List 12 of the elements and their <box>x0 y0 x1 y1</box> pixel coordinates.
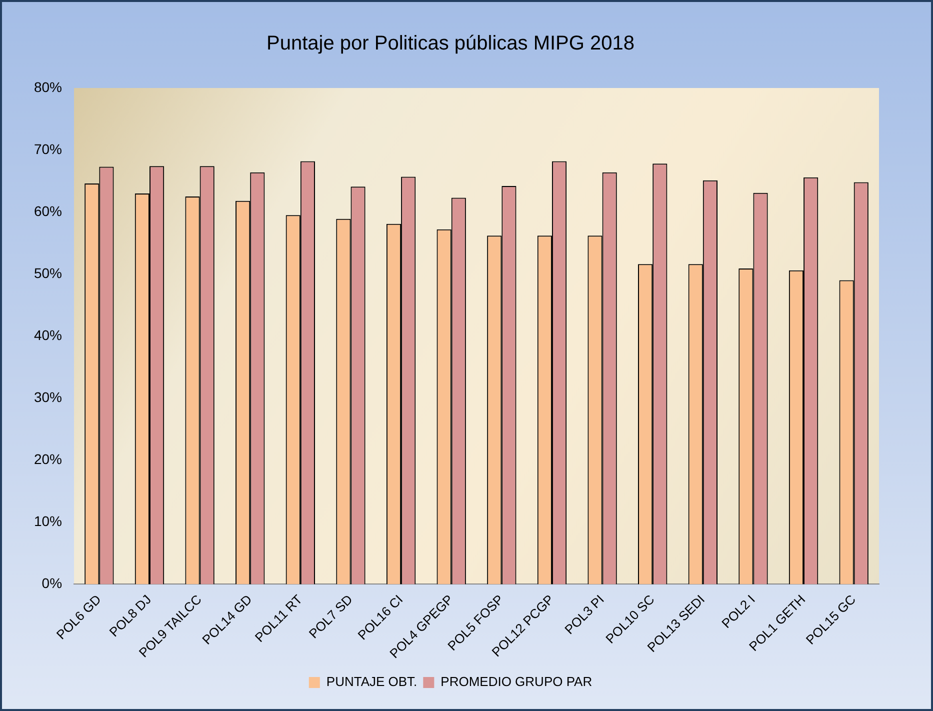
chart-title: Puntaje por Politicas públicas MIPG 2018 <box>266 32 634 55</box>
y-tick-label: 70% <box>34 140 62 157</box>
legend-label: PUNTAJE OBT. <box>326 674 418 690</box>
y-tick-label: 30% <box>34 388 62 405</box>
y-tick-label: 10% <box>34 513 62 530</box>
y-tick-label: 0% <box>42 575 62 592</box>
y-tick-label: 50% <box>34 264 62 281</box>
y-tick-label: 60% <box>34 202 62 219</box>
legend-label: PROMEDIO GRUPO PAR <box>440 674 592 690</box>
y-tick-label: 80% <box>34 78 62 95</box>
y-tick-label: 20% <box>34 451 62 468</box>
y-tick-label: 40% <box>34 326 62 343</box>
